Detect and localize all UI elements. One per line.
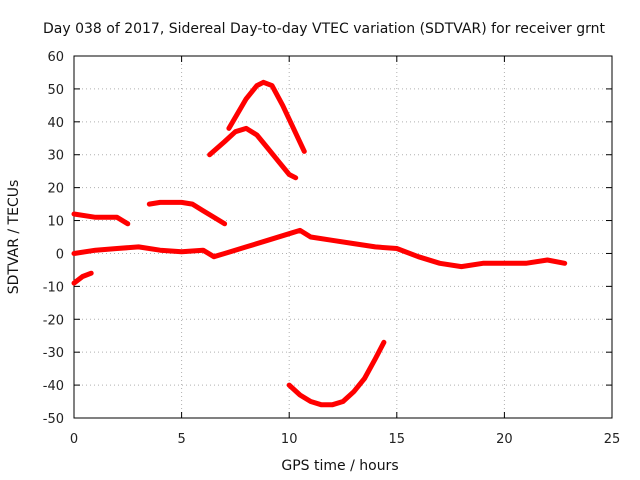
series-line-arc-hump-low: [207, 125, 299, 181]
x-tick-label: 5: [177, 432, 185, 447]
grid: [74, 56, 612, 418]
x-axis: 0 5 10 15 20 25: [70, 56, 620, 447]
y-axis: -50 -40 -30 -20 -10 0 10 20 30 40 50 60: [43, 50, 612, 427]
y-tick-label: 10: [47, 215, 64, 230]
series-line-arc-hump-high: [226, 79, 307, 154]
x-tick-label: 15: [389, 432, 406, 447]
x-tick-label: 10: [281, 432, 298, 447]
series-group: [71, 79, 568, 408]
series-line-arc-early-neg: [71, 270, 94, 286]
y-tick-label: 40: [47, 116, 64, 131]
series-line-arc-plateau: [146, 199, 228, 227]
x-tick-label: 20: [496, 432, 513, 447]
y-tick-label: -10: [43, 280, 64, 295]
y-tick-label: -30: [43, 346, 64, 361]
y-axis-label: SDTVAR / TECUs: [6, 180, 22, 295]
y-tick-label: -20: [43, 313, 64, 328]
y-tick-label: 0: [56, 247, 64, 262]
y-tick-label: 60: [47, 50, 64, 65]
series-line-arc-baseline: [71, 227, 568, 270]
y-tick-label: 50: [47, 83, 64, 98]
y-tick-label: -50: [43, 412, 64, 427]
plot-frame: [73, 55, 613, 419]
x-tick-label: 25: [604, 432, 621, 447]
y-tick-label: -40: [43, 379, 64, 394]
x-tick-label: 0: [70, 432, 78, 447]
y-tick-label: 30: [47, 149, 64, 164]
x-axis-label: GPS time / hours: [281, 458, 398, 474]
y-tick-label: 20: [47, 182, 64, 197]
series-line-arc-trough: [286, 339, 387, 408]
series-line-arc-mid-left: [71, 211, 131, 227]
chart-title: Day 038 of 2017, Sidereal Day-to-day VTE…: [43, 21, 605, 37]
